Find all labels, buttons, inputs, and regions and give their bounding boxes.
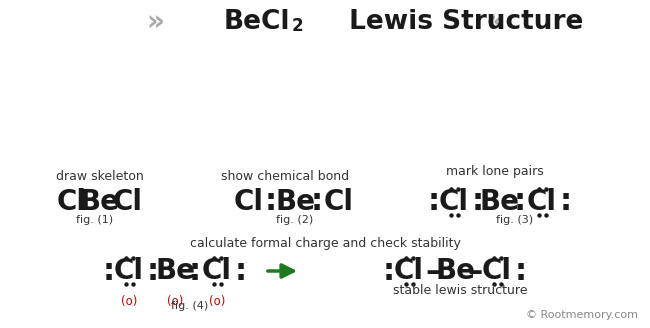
Text: fig. (3): fig. (3) <box>497 215 534 225</box>
Text: :: : <box>428 188 440 216</box>
Text: :: : <box>265 188 277 216</box>
Text: :: : <box>472 188 484 216</box>
Text: Cl: Cl <box>439 188 469 216</box>
Text: Be: Be <box>275 188 315 216</box>
Text: «: « <box>486 8 504 36</box>
Text: draw skeleton: draw skeleton <box>56 170 144 182</box>
Text: Cl: Cl <box>324 188 354 216</box>
Text: Be: Be <box>435 257 475 285</box>
Text: »: » <box>146 8 164 36</box>
Text: (o): (o) <box>209 295 225 308</box>
Text: :: : <box>383 256 395 285</box>
Text: –: – <box>467 256 482 285</box>
Text: Cl: Cl <box>202 257 232 285</box>
Text: Cl: Cl <box>234 188 264 216</box>
Text: fig. (4): fig. (4) <box>172 301 209 311</box>
Text: fig. (1): fig. (1) <box>77 215 114 225</box>
Text: Be: Be <box>480 188 520 216</box>
Text: :: : <box>235 256 247 285</box>
Text: Cl: Cl <box>114 257 144 285</box>
Text: Be: Be <box>80 188 120 216</box>
Text: :: : <box>311 188 323 216</box>
Text: mark lone pairs: mark lone pairs <box>446 165 544 177</box>
Text: –: – <box>425 256 441 285</box>
Text: :: : <box>189 256 201 285</box>
Text: :: : <box>103 256 115 285</box>
Text: :: : <box>515 256 527 285</box>
Text: Be: Be <box>155 257 195 285</box>
Text: :: : <box>560 188 572 216</box>
Text: Cl: Cl <box>394 257 424 285</box>
Text: :: : <box>147 256 159 285</box>
Text: BeCl: BeCl <box>224 9 290 35</box>
Text: (o): (o) <box>121 295 137 308</box>
Text: © Rootmemory.com: © Rootmemory.com <box>526 310 638 320</box>
Text: Cl: Cl <box>527 188 557 216</box>
Text: Cl: Cl <box>57 188 87 216</box>
Text: fig. (2): fig. (2) <box>276 215 313 225</box>
Text: show chemical bond: show chemical bond <box>221 170 349 182</box>
Text: Cl: Cl <box>482 257 512 285</box>
Text: calculate formal charge and check stability: calculate formal charge and check stabil… <box>190 236 460 250</box>
Text: 2: 2 <box>292 17 304 35</box>
Text: stable lewis structure: stable lewis structure <box>393 283 527 297</box>
Text: (o): (o) <box>167 295 183 308</box>
Text: Cl: Cl <box>113 188 143 216</box>
Text: Lewis Structure: Lewis Structure <box>340 9 584 35</box>
Text: :: : <box>514 188 526 216</box>
